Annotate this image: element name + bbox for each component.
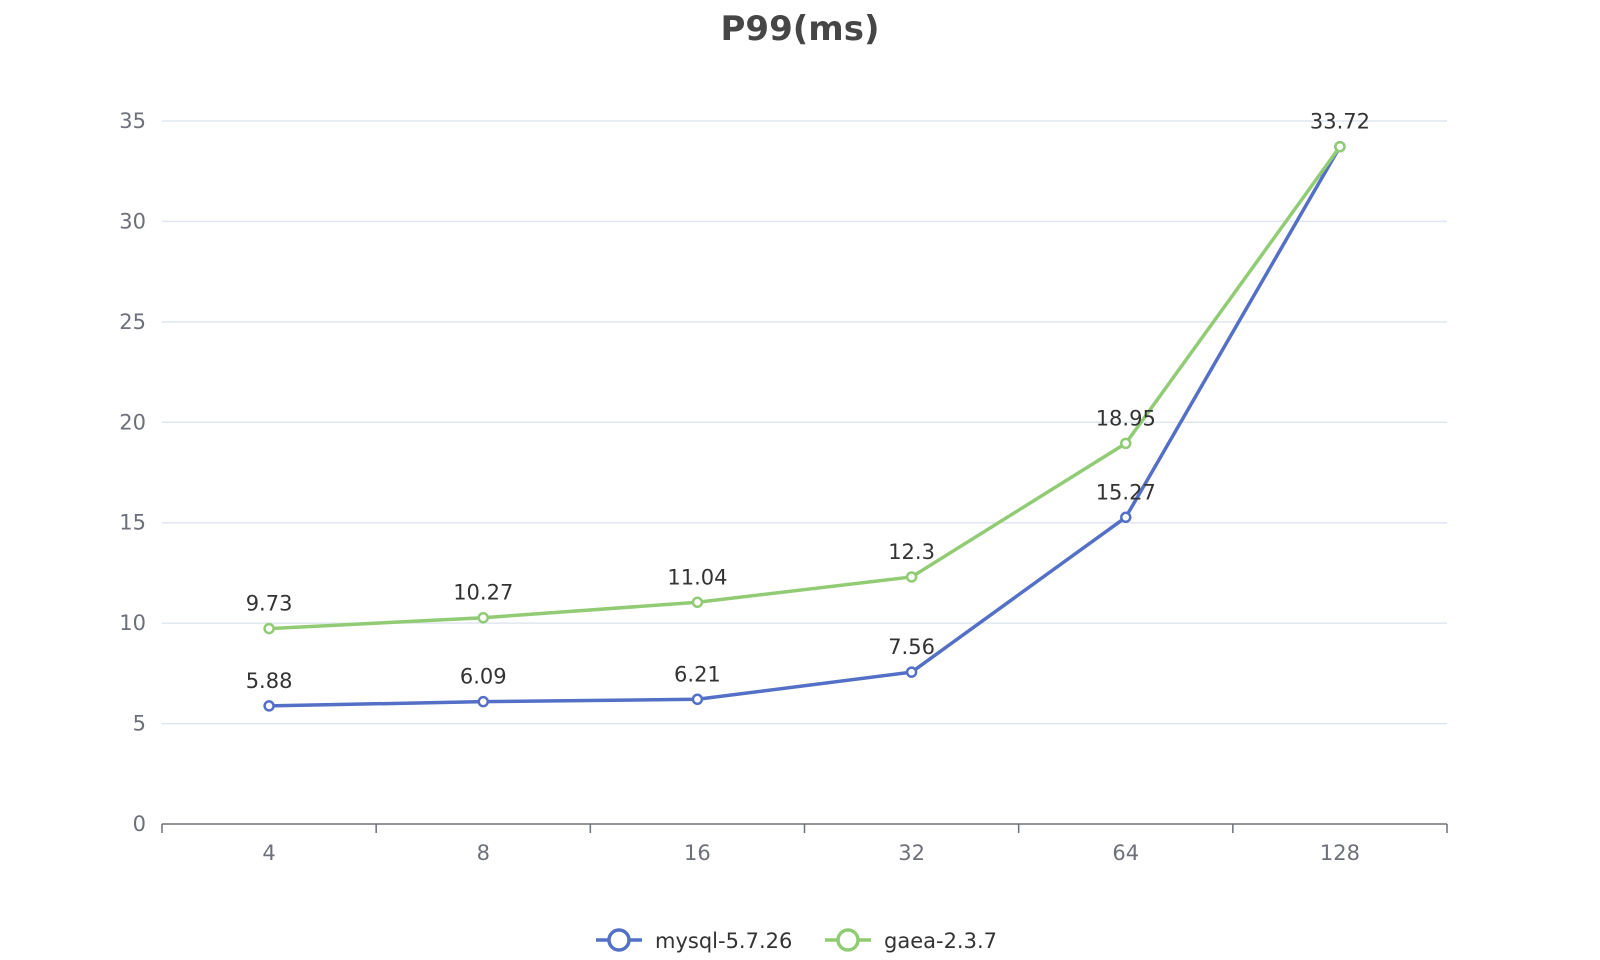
legend-circle-icon: [607, 928, 631, 952]
y-tick-label: 5: [133, 712, 146, 736]
grid: [162, 120, 1447, 725]
legend-item-mysql-5-7-26[interactable]: mysql-5.7.26: [596, 928, 792, 953]
x-tick-label: 4: [262, 841, 275, 865]
legend-label: mysql-5.7.26: [655, 929, 792, 953]
y-tick-label: 35: [119, 109, 146, 133]
y-tick-label: 15: [119, 511, 146, 535]
data-label-mysql-5-7-26: 7.56: [888, 635, 935, 659]
series-layer: [263, 140, 1346, 712]
y-tick-label: 30: [119, 209, 146, 233]
legend: mysql-5.7.26 gaea-2.3.7: [596, 928, 997, 953]
data-point-gaea-2-3-7[interactable]: [1120, 437, 1132, 450]
data-point-gaea-2-3-7[interactable]: [477, 611, 489, 624]
data-label-mysql-5-7-26: 5.88: [246, 669, 293, 693]
data-point-mysql-5-7-26[interactable]: [1120, 511, 1132, 524]
data-point-mysql-5-7-26[interactable]: [263, 700, 275, 712]
data-label-mysql-5-7-26: 15.27: [1096, 480, 1156, 504]
x-axis: 4 8 16 32 64 128: [161, 823, 1448, 865]
data-label-gaea-2-3-7: 18.95: [1096, 406, 1156, 430]
x-tick-label: 32: [898, 841, 925, 865]
legend-circle-icon: [836, 928, 860, 952]
y-tick-label: 20: [119, 410, 146, 434]
legend-label: gaea-2.3.7: [884, 929, 997, 953]
data-point-gaea-2-3-7[interactable]: [1334, 140, 1346, 153]
legend-item-gaea-2-3-7[interactable]: gaea-2.3.7: [825, 928, 997, 953]
y-tick-label: 0: [133, 812, 146, 836]
data-point-gaea-2-3-7[interactable]: [691, 596, 704, 609]
x-tick-label: 16: [684, 841, 711, 865]
data-point-mysql-5-7-26[interactable]: [691, 693, 704, 706]
series-line-mysql-5-7-26: [269, 145, 1342, 708]
data-label-gaea-2-3-7: 12.3: [888, 540, 935, 564]
data-point-gaea-2-3-7[interactable]: [263, 622, 275, 635]
data-label-mysql-5-7-26: 6.09: [460, 665, 507, 689]
data-point-gaea-2-3-7[interactable]: [905, 571, 918, 583]
data-labels: 5.88 6.09 6.21 7.56 15.27 9.73 10.27 11.04 12.3 1…: [246, 110, 1370, 693]
x-tick-label: 64: [1112, 841, 1139, 865]
y-tick-label: 10: [119, 611, 146, 635]
data-label-gaea-2-3-7: 9.73: [246, 592, 293, 616]
data-label-gaea-2-3-7: 10.27: [453, 581, 513, 605]
data-point-mysql-5-7-26[interactable]: [477, 695, 489, 708]
data-label-mysql-5-7-26: 6.21: [674, 662, 721, 686]
x-tick-label: 128: [1320, 841, 1360, 865]
x-tick-label: 8: [477, 841, 490, 865]
y-tick-label: 25: [119, 310, 146, 334]
data-point-mysql-5-7-26[interactable]: [905, 666, 918, 678]
y-axis: 0 5 10 15 20 25 30 35: [119, 109, 146, 836]
chart-title: P99(ms): [721, 9, 880, 49]
data-label-gaea-2-3-7: 11.04: [667, 565, 727, 589]
series-line-gaea-2-3-7: [268, 145, 1342, 631]
data-label-gaea-2-3-7: 33.72: [1310, 110, 1370, 134]
